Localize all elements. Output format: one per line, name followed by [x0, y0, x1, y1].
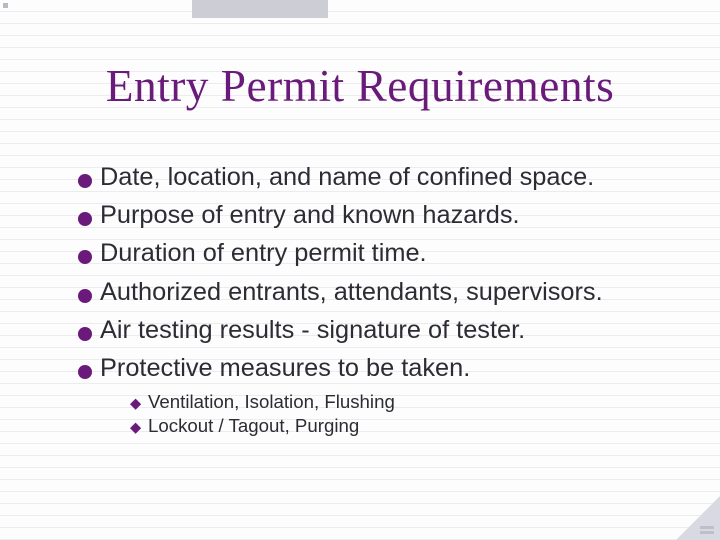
list-item: Purpose of entry and known hazards. — [78, 198, 658, 232]
slide-title: Entry Permit Requirements — [0, 60, 720, 112]
top-accent-bar — [192, 0, 328, 18]
sub-bullet-text: Ventilation, Isolation, Flushing — [148, 391, 395, 413]
sub-bullet-text: Lockout / Tagout, Purging — [148, 415, 359, 437]
bullet-text: Authorized entrants, attendants, supervi… — [100, 275, 603, 309]
bullet-text: Date, location, and name of confined spa… — [100, 160, 594, 194]
bullet-dot-icon — [78, 327, 92, 341]
bullet-dot-icon — [78, 365, 92, 379]
bullet-text: Protective measures to be taken. — [100, 351, 470, 385]
page-corner-fold-icon — [676, 496, 720, 540]
sub-bullet-marker-icon: ◆ — [130, 395, 144, 412]
bullet-list: Date, location, and name of confined spa… — [78, 160, 658, 439]
bullet-text: Duration of entry permit time. — [100, 236, 427, 270]
list-item: Duration of entry permit time. — [78, 236, 658, 270]
sub-bullet-marker-icon: ◆ — [130, 419, 144, 436]
list-item: Air testing results - signature of teste… — [78, 313, 658, 347]
bullet-text: Air testing results - signature of teste… — [100, 313, 525, 347]
bullet-dot-icon — [78, 250, 92, 264]
bullet-text: Purpose of entry and known hazards. — [100, 198, 520, 232]
list-item: Protective measures to be taken. — [78, 351, 658, 385]
bullet-dot-icon — [78, 289, 92, 303]
list-item: Authorized entrants, attendants, supervi… — [78, 275, 658, 309]
bullet-dot-icon — [78, 174, 92, 188]
sub-list-item: ◆Lockout / Tagout, Purging — [130, 415, 658, 437]
bullet-dot-icon — [78, 212, 92, 226]
list-item: Date, location, and name of confined spa… — [78, 160, 658, 194]
sub-list-item: ◆Ventilation, Isolation, Flushing — [130, 391, 658, 413]
corner-dot-decoration — [3, 3, 8, 8]
slide: Entry Permit Requirements Date, location… — [0, 0, 720, 540]
sub-bullet-list: ◆Ventilation, Isolation, Flushing◆Lockou… — [130, 391, 658, 437]
